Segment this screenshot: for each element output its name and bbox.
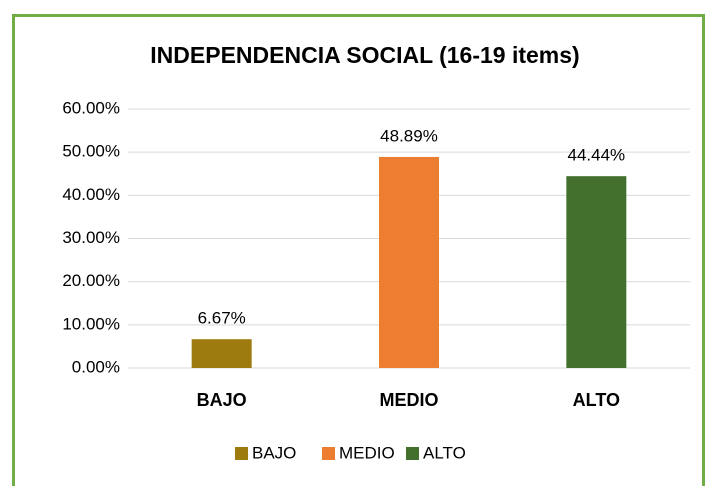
bar (379, 156, 439, 368)
y-tick-label: 40.00% (62, 185, 120, 204)
legend-label: ALTO (423, 443, 466, 462)
legend-label: BAJO (252, 443, 296, 462)
data-label: 48.89% (380, 126, 438, 145)
x-tick-label: ALTO (573, 390, 620, 410)
legend-label: MEDIO (339, 443, 395, 462)
legend-swatch (322, 447, 335, 460)
legend-swatch (406, 447, 419, 460)
y-tick-label: 20.00% (62, 271, 120, 290)
bar (191, 339, 252, 368)
data-label: 44.44% (567, 146, 625, 165)
y-tick-label: 30.00% (62, 228, 120, 247)
data-label: 6.67% (198, 309, 246, 328)
x-tick-label: BAJO (197, 390, 247, 410)
y-tick-label: 0.00% (72, 357, 120, 376)
bar (566, 176, 627, 368)
y-tick-label: 10.00% (62, 314, 120, 333)
x-tick-label: MEDIO (379, 390, 438, 410)
y-tick-label: 60.00% (62, 98, 120, 117)
legend-swatch (235, 447, 248, 460)
chart-title: INDEPENDENCIA SOCIAL (16-19 items) (150, 42, 579, 68)
y-tick-label: 50.00% (62, 142, 120, 161)
